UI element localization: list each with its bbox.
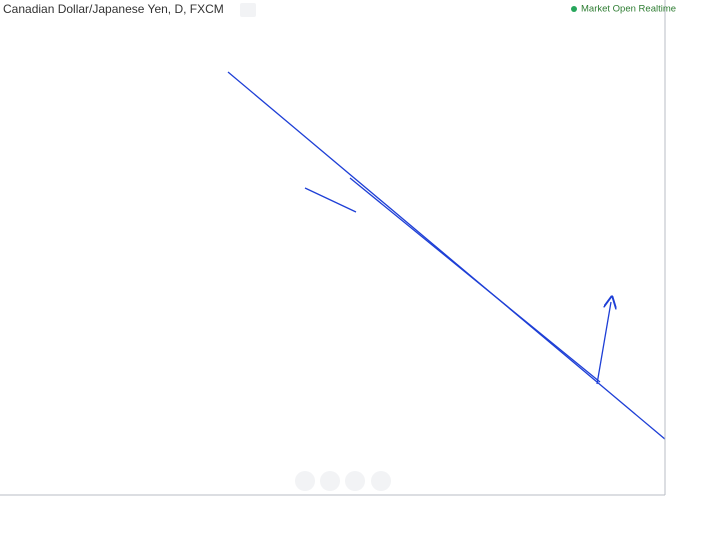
trend-line: [349, 177, 601, 383]
market-status: Market Open Realtime: [581, 4, 676, 15]
trend-lines: [227, 71, 665, 440]
scroll-right-button[interactable]: [345, 471, 365, 491]
arrow: [596, 302, 611, 385]
trend-line: [304, 187, 357, 213]
icon[interactable]: [240, 3, 256, 17]
navigation-buttons: [295, 471, 391, 491]
trend-line: [227, 71, 665, 440]
reset-button[interactable]: [371, 471, 391, 491]
zoom-in-button[interactable]: [320, 471, 340, 491]
chart-title: Canadian Dollar/Japanese Yen, D, FXCM: [3, 2, 224, 16]
status-dot: [571, 6, 577, 12]
zoom-out-button[interactable]: [295, 471, 315, 491]
